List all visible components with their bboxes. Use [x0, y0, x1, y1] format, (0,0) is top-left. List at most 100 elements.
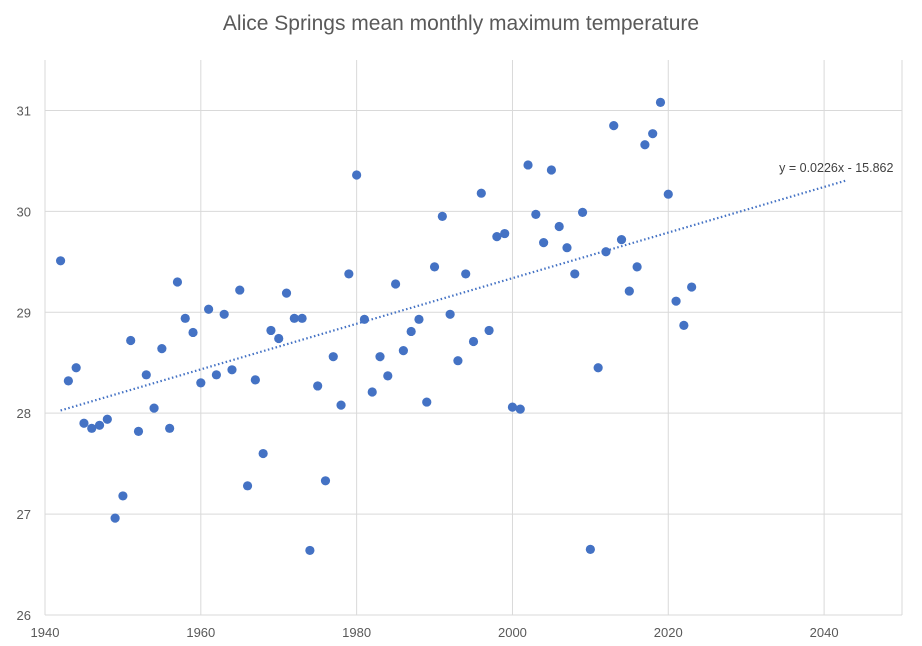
data-point	[406, 326, 416, 337]
data-point	[79, 418, 89, 428]
data-point	[235, 285, 245, 295]
y-axis-tick-labels: 26 27 28 29 30 31	[17, 103, 31, 623]
data-point	[461, 269, 471, 279]
trendline-group: y = 0.0226x - 15.862	[60, 161, 894, 412]
data-point	[523, 160, 533, 170]
data-point	[453, 356, 463, 366]
vertical-gridlines	[44, 60, 903, 615]
y-tick-label: 30	[17, 204, 31, 219]
data-point	[422, 397, 432, 407]
data-point	[445, 309, 455, 319]
data-point	[383, 371, 393, 381]
data-point	[71, 363, 81, 373]
x-tick-label: 2000	[498, 625, 527, 640]
data-point	[663, 189, 673, 199]
data-point	[328, 352, 338, 362]
data-point	[336, 400, 346, 410]
data-point	[63, 376, 73, 386]
data-point	[390, 279, 401, 289]
data-point	[687, 282, 697, 292]
horizontal-gridlines	[45, 109, 902, 616]
data-point	[149, 403, 159, 413]
data-point	[204, 304, 214, 314]
data-point	[609, 120, 619, 131]
trendline	[60, 179, 848, 412]
data-point	[102, 414, 112, 424]
data-point	[320, 476, 331, 486]
data-point	[546, 165, 557, 175]
data-point	[562, 243, 572, 253]
data-point	[180, 313, 190, 323]
data-point	[367, 387, 377, 397]
y-tick-label: 29	[17, 305, 31, 320]
data-point	[55, 256, 66, 266]
y-tick-label: 27	[17, 507, 31, 522]
data-point	[165, 423, 175, 433]
data-point	[429, 262, 440, 272]
y-tick-label: 26	[17, 608, 31, 623]
data-point	[133, 426, 144, 436]
x-tick-label: 2020	[654, 625, 683, 640]
data-point	[118, 491, 128, 501]
data-point	[679, 320, 689, 330]
data-point	[414, 314, 424, 324]
data-point	[157, 344, 167, 354]
trendline-equation-label: y = 0.0226x - 15.862	[779, 161, 893, 175]
data-point	[492, 231, 502, 242]
data-point	[211, 370, 221, 380]
data-point	[352, 170, 362, 180]
data-point	[227, 365, 237, 375]
x-tick-label: 1980	[342, 625, 371, 640]
data-point	[375, 352, 385, 362]
data-point	[266, 325, 276, 336]
data-points	[55, 97, 697, 556]
data-point	[655, 97, 666, 107]
data-point	[616, 235, 627, 245]
data-point	[172, 277, 183, 287]
data-point	[359, 314, 370, 324]
y-tick-label: 31	[17, 103, 31, 118]
data-point	[94, 420, 105, 430]
y-tick-label: 28	[17, 406, 31, 421]
data-point	[196, 378, 206, 388]
data-point	[242, 481, 253, 491]
data-point	[515, 404, 525, 414]
data-point	[507, 402, 518, 412]
data-point	[188, 327, 198, 338]
data-point	[585, 544, 595, 555]
data-point	[500, 228, 510, 239]
x-tick-label: 1960	[186, 625, 215, 640]
data-point	[671, 296, 681, 306]
data-point	[484, 325, 494, 336]
data-point	[577, 207, 588, 217]
data-point	[554, 221, 564, 232]
x-tick-label: 2040	[810, 625, 839, 640]
data-point	[281, 288, 292, 298]
data-point	[601, 247, 611, 257]
data-point	[87, 423, 97, 433]
data-point	[539, 238, 549, 248]
data-point	[258, 448, 268, 459]
data-point	[313, 381, 323, 391]
data-point	[570, 269, 580, 279]
data-point	[274, 333, 284, 344]
data-point	[141, 370, 151, 380]
data-point	[219, 309, 229, 319]
data-point	[110, 513, 120, 523]
data-point	[289, 313, 299, 323]
data-point	[344, 269, 354, 279]
data-point	[476, 188, 486, 198]
x-tick-label: 1940	[31, 625, 60, 640]
x-axis-tick-labels: 1940 1960 1980 2000 2020 2040	[31, 625, 839, 640]
data-point	[640, 140, 650, 150]
data-point	[250, 375, 260, 385]
data-point	[632, 262, 642, 272]
data-point	[437, 211, 447, 222]
data-point	[648, 129, 658, 139]
data-point	[297, 313, 307, 323]
chart-title: Alice Springs mean monthly maximum tempe…	[222, 12, 700, 35]
data-point	[126, 335, 136, 346]
data-point	[593, 363, 603, 373]
data-point	[305, 545, 315, 556]
